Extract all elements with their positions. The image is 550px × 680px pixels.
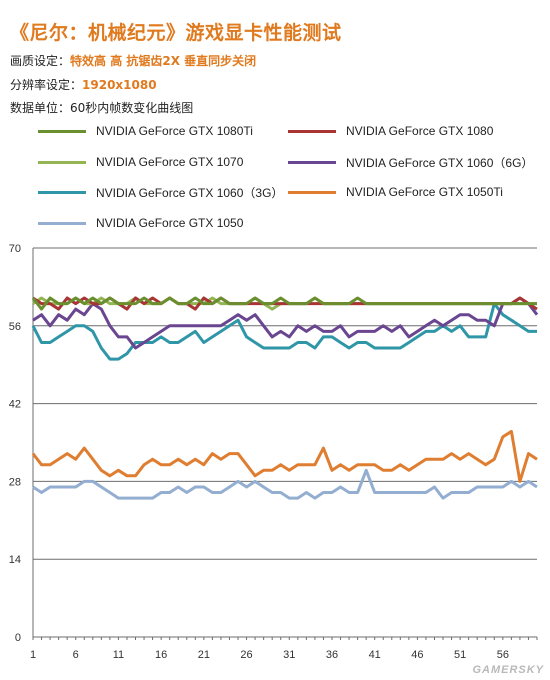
legend-swatch [288,129,336,133]
legend-item: NVIDIA GeForce GTX 1080Ti [38,121,253,141]
legend-item: NVIDIA GeForce GTX 1080 [288,121,493,141]
x-tick-label: 11 [113,649,124,661]
series-line [31,302,537,361]
legend-item: NVIDIA GeForce GTX 1070 [38,152,243,172]
legend-item: NVIDIA GeForce GTX 1060（6G） [288,152,533,172]
x-tick-label: 56 [497,649,509,661]
legend-item: NVIDIA GeForce GTX 1050 [38,213,243,233]
legend-label: NVIDIA GeForce GTX 1080 [346,124,494,138]
y-tick-label: 42 [9,399,21,411]
x-tick-label: 26 [240,649,252,661]
quality-setting: 画质设定：特效高 高 抗锯齿2X 垂直同步关闭 [10,52,256,69]
x-tick-label: 51 [454,649,466,661]
y-tick-label: 70 [9,243,21,255]
legend-item: NVIDIA GeForce GTX 1050Ti [288,182,503,202]
legend-label: NVIDIA GeForce GTX 1050 [96,216,244,230]
legend-swatch [38,190,86,194]
y-tick-label: 14 [9,554,21,566]
x-tick-label: 31 [283,649,295,661]
quality-label: 画质设定： [10,54,71,68]
resolution-setting: 分辨率设定：1920x1080 [10,76,157,93]
watermark-logo: GAMERSKY [472,664,544,676]
legend-label: NVIDIA GeForce GTX 1060（3G） [96,185,284,200]
unit-text: 数据单位：60秒内帧数变化曲线图 [10,101,194,115]
legend-label: NVIDIA GeForce GTX 1070 [96,155,244,169]
x-tick-label: 36 [326,649,338,661]
x-tick-label: 16 [155,649,167,661]
legend-swatch [38,129,86,133]
x-tick-label: 41 [369,649,381,661]
series-line [31,429,538,483]
legend-swatch [288,160,336,164]
resolution-label: 分辨率设定： [10,78,83,92]
resolution-value: 1920x1080 [82,78,157,92]
x-tick-label: 46 [411,649,423,661]
series-line [32,296,539,350]
series-line [31,296,537,311]
legend-label: NVIDIA GeForce GTX 1080Ti [96,124,253,138]
legend-label: NVIDIA GeForce GTX 1050Ti [346,185,503,199]
y-tick-label: 0 [15,632,21,644]
y-tick-label: 28 [9,476,21,488]
legend-swatch [38,160,86,164]
legend-swatch [288,190,336,194]
x-tick-label: 21 [198,649,210,661]
x-tick-label: 1 [30,649,36,661]
legend-label: NVIDIA GeForce GTX 1060（6G） [346,155,534,170]
legend-swatch [38,221,86,225]
legend-item: NVIDIA GeForce GTX 1060（3G） [38,182,283,202]
chart-title: 《尼尔：机械纪元》游戏显卡性能测试 [10,22,342,44]
quality-value: 特效高 高 抗锯齿2X 垂直同步关闭 [70,54,257,68]
series-line [32,468,538,500]
x-tick-label: 6 [73,649,79,661]
y-tick-label: 56 [9,321,21,333]
